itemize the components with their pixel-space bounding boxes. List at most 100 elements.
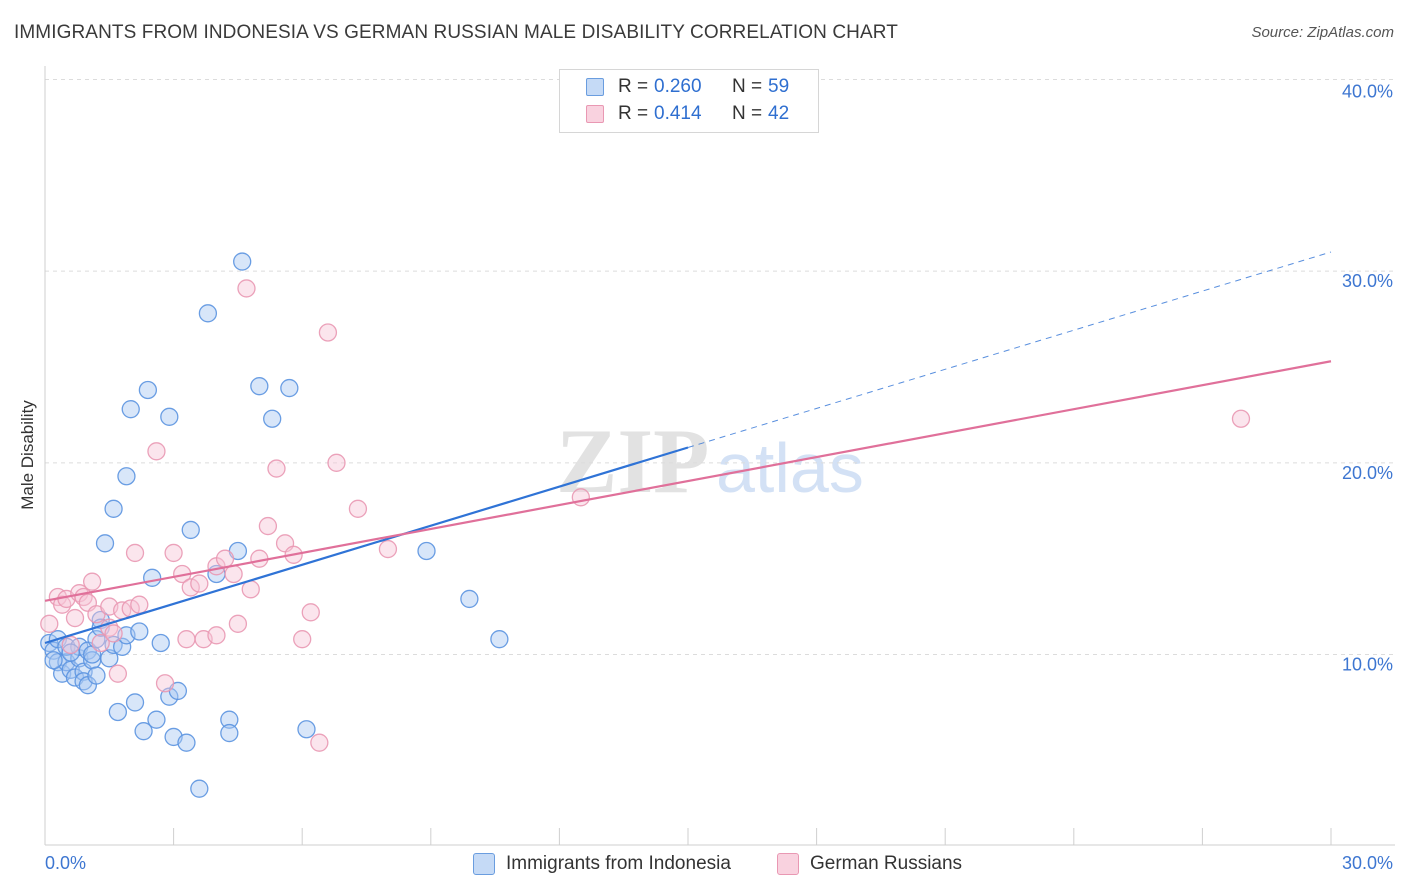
data-point [417, 541, 436, 561]
data-point [348, 499, 368, 518]
data-point [151, 633, 170, 653]
bottom-legend-label: Immigrants from Indonesia [506, 853, 731, 874]
data-point [113, 637, 132, 656]
data-point [87, 666, 106, 685]
x-tick-label: 30.0% [1342, 853, 1393, 873]
watermark: ZIP atlas [556, 410, 864, 512]
data-point [61, 643, 80, 662]
legend-r-value: 0.414 [654, 103, 702, 124]
data-point [571, 488, 590, 507]
data-point [267, 459, 286, 478]
y-tick-label: 30.0% [1342, 271, 1393, 291]
data-point [327, 453, 346, 472]
data-point [293, 630, 312, 649]
data-point [61, 635, 80, 655]
legend-row-german-russians: R = 0.414 N = 42 [586, 103, 789, 125]
series-german-russians [40, 279, 1251, 752]
data-point [130, 622, 149, 641]
data-point [220, 710, 239, 729]
data-point [490, 630, 509, 649]
legend-r-value: 0.260 [654, 76, 702, 97]
data-point [104, 624, 123, 643]
y-tick-label: 20.0% [1342, 463, 1393, 483]
trend-line-indonesia [44, 446, 689, 645]
data-point [164, 543, 183, 563]
legend-row-indonesia: R = 0.260 N = 59 [586, 76, 789, 98]
data-point [108, 702, 128, 722]
bottom-legend-indonesia: Immigrants from Indonesia [473, 852, 731, 876]
legend-n-value: 59 [768, 76, 790, 97]
y-tick-label: 40.0% [1342, 82, 1393, 102]
data-point [263, 409, 282, 428]
data-point [297, 720, 316, 739]
data-point [130, 595, 149, 614]
data-point [65, 608, 85, 628]
watermark-atlas: atlas [716, 429, 864, 507]
data-point [125, 693, 145, 712]
data-point [250, 549, 269, 568]
data-point [100, 649, 119, 668]
axes [44, 66, 1395, 846]
watermark-zip: ZIP [556, 410, 709, 512]
data-point [125, 543, 145, 563]
data-point [190, 574, 209, 593]
data-point [147, 710, 166, 729]
legend-n-value: 42 [768, 103, 790, 124]
data-point [378, 539, 398, 559]
legend-r-label: R = [618, 103, 649, 124]
legend-n-label: N = [732, 103, 763, 124]
data-point [220, 723, 239, 743]
data-point [160, 407, 179, 426]
grid-lines [45, 79, 1395, 655]
data-point [181, 578, 200, 597]
chart-title: IMMIGRANTS FROM INDONESIA VS GERMAN RUSS… [14, 22, 898, 43]
data-point [155, 674, 175, 693]
trend-extension-indonesia [687, 251, 1332, 448]
y-axis-label: Male Disability [18, 400, 37, 510]
data-point [190, 779, 209, 798]
data-point [250, 377, 269, 396]
bottom-swatch-pink [777, 853, 799, 875]
series-immigrants-from-indonesia [40, 252, 509, 798]
x-tick-label: 0.0% [45, 853, 86, 873]
data-point [138, 380, 158, 400]
data-point [91, 633, 110, 653]
data-point [318, 323, 338, 342]
source-note: Source: ZipAtlas.com [1251, 24, 1394, 41]
legend-r-label: R = [618, 76, 649, 97]
data-point [207, 626, 226, 645]
legend-swatch-pink [586, 105, 604, 123]
y-tick-label: 10.0% [1342, 655, 1393, 675]
bottom-legend-label: German Russians [810, 853, 963, 874]
trend-lines [44, 251, 1332, 645]
data-point [228, 614, 248, 633]
data-point [83, 572, 102, 591]
data-point [1231, 409, 1251, 428]
data-point [143, 568, 162, 587]
data-point [104, 499, 123, 518]
data-point [258, 516, 278, 536]
data-point [224, 564, 243, 584]
data-point [117, 467, 136, 486]
data-point [237, 279, 256, 298]
data-point [181, 520, 200, 540]
data-point [198, 304, 218, 323]
bottom-swatch-blue [473, 853, 495, 875]
legend-n-label: N = [732, 76, 763, 97]
data-point [233, 252, 252, 271]
data-point [177, 733, 196, 752]
data-point [121, 400, 140, 419]
legend-swatch-blue [586, 78, 604, 96]
data-point [147, 442, 166, 461]
data-point [460, 589, 479, 609]
data-point [280, 378, 299, 398]
data-point [40, 614, 59, 633]
data-point [95, 534, 115, 553]
tick-labels: 10.0% 20.0% 30.0% 40.0% 0.0% 30.0% [45, 82, 1393, 874]
trend-line-german-russians [44, 360, 1332, 602]
bottom-legend-german-russians: German Russians [777, 852, 962, 876]
stats-legend: R = 0.260 N = 59 R = 0.414 N = 42 [559, 69, 819, 133]
data-point [310, 733, 329, 752]
data-point [301, 603, 320, 622]
